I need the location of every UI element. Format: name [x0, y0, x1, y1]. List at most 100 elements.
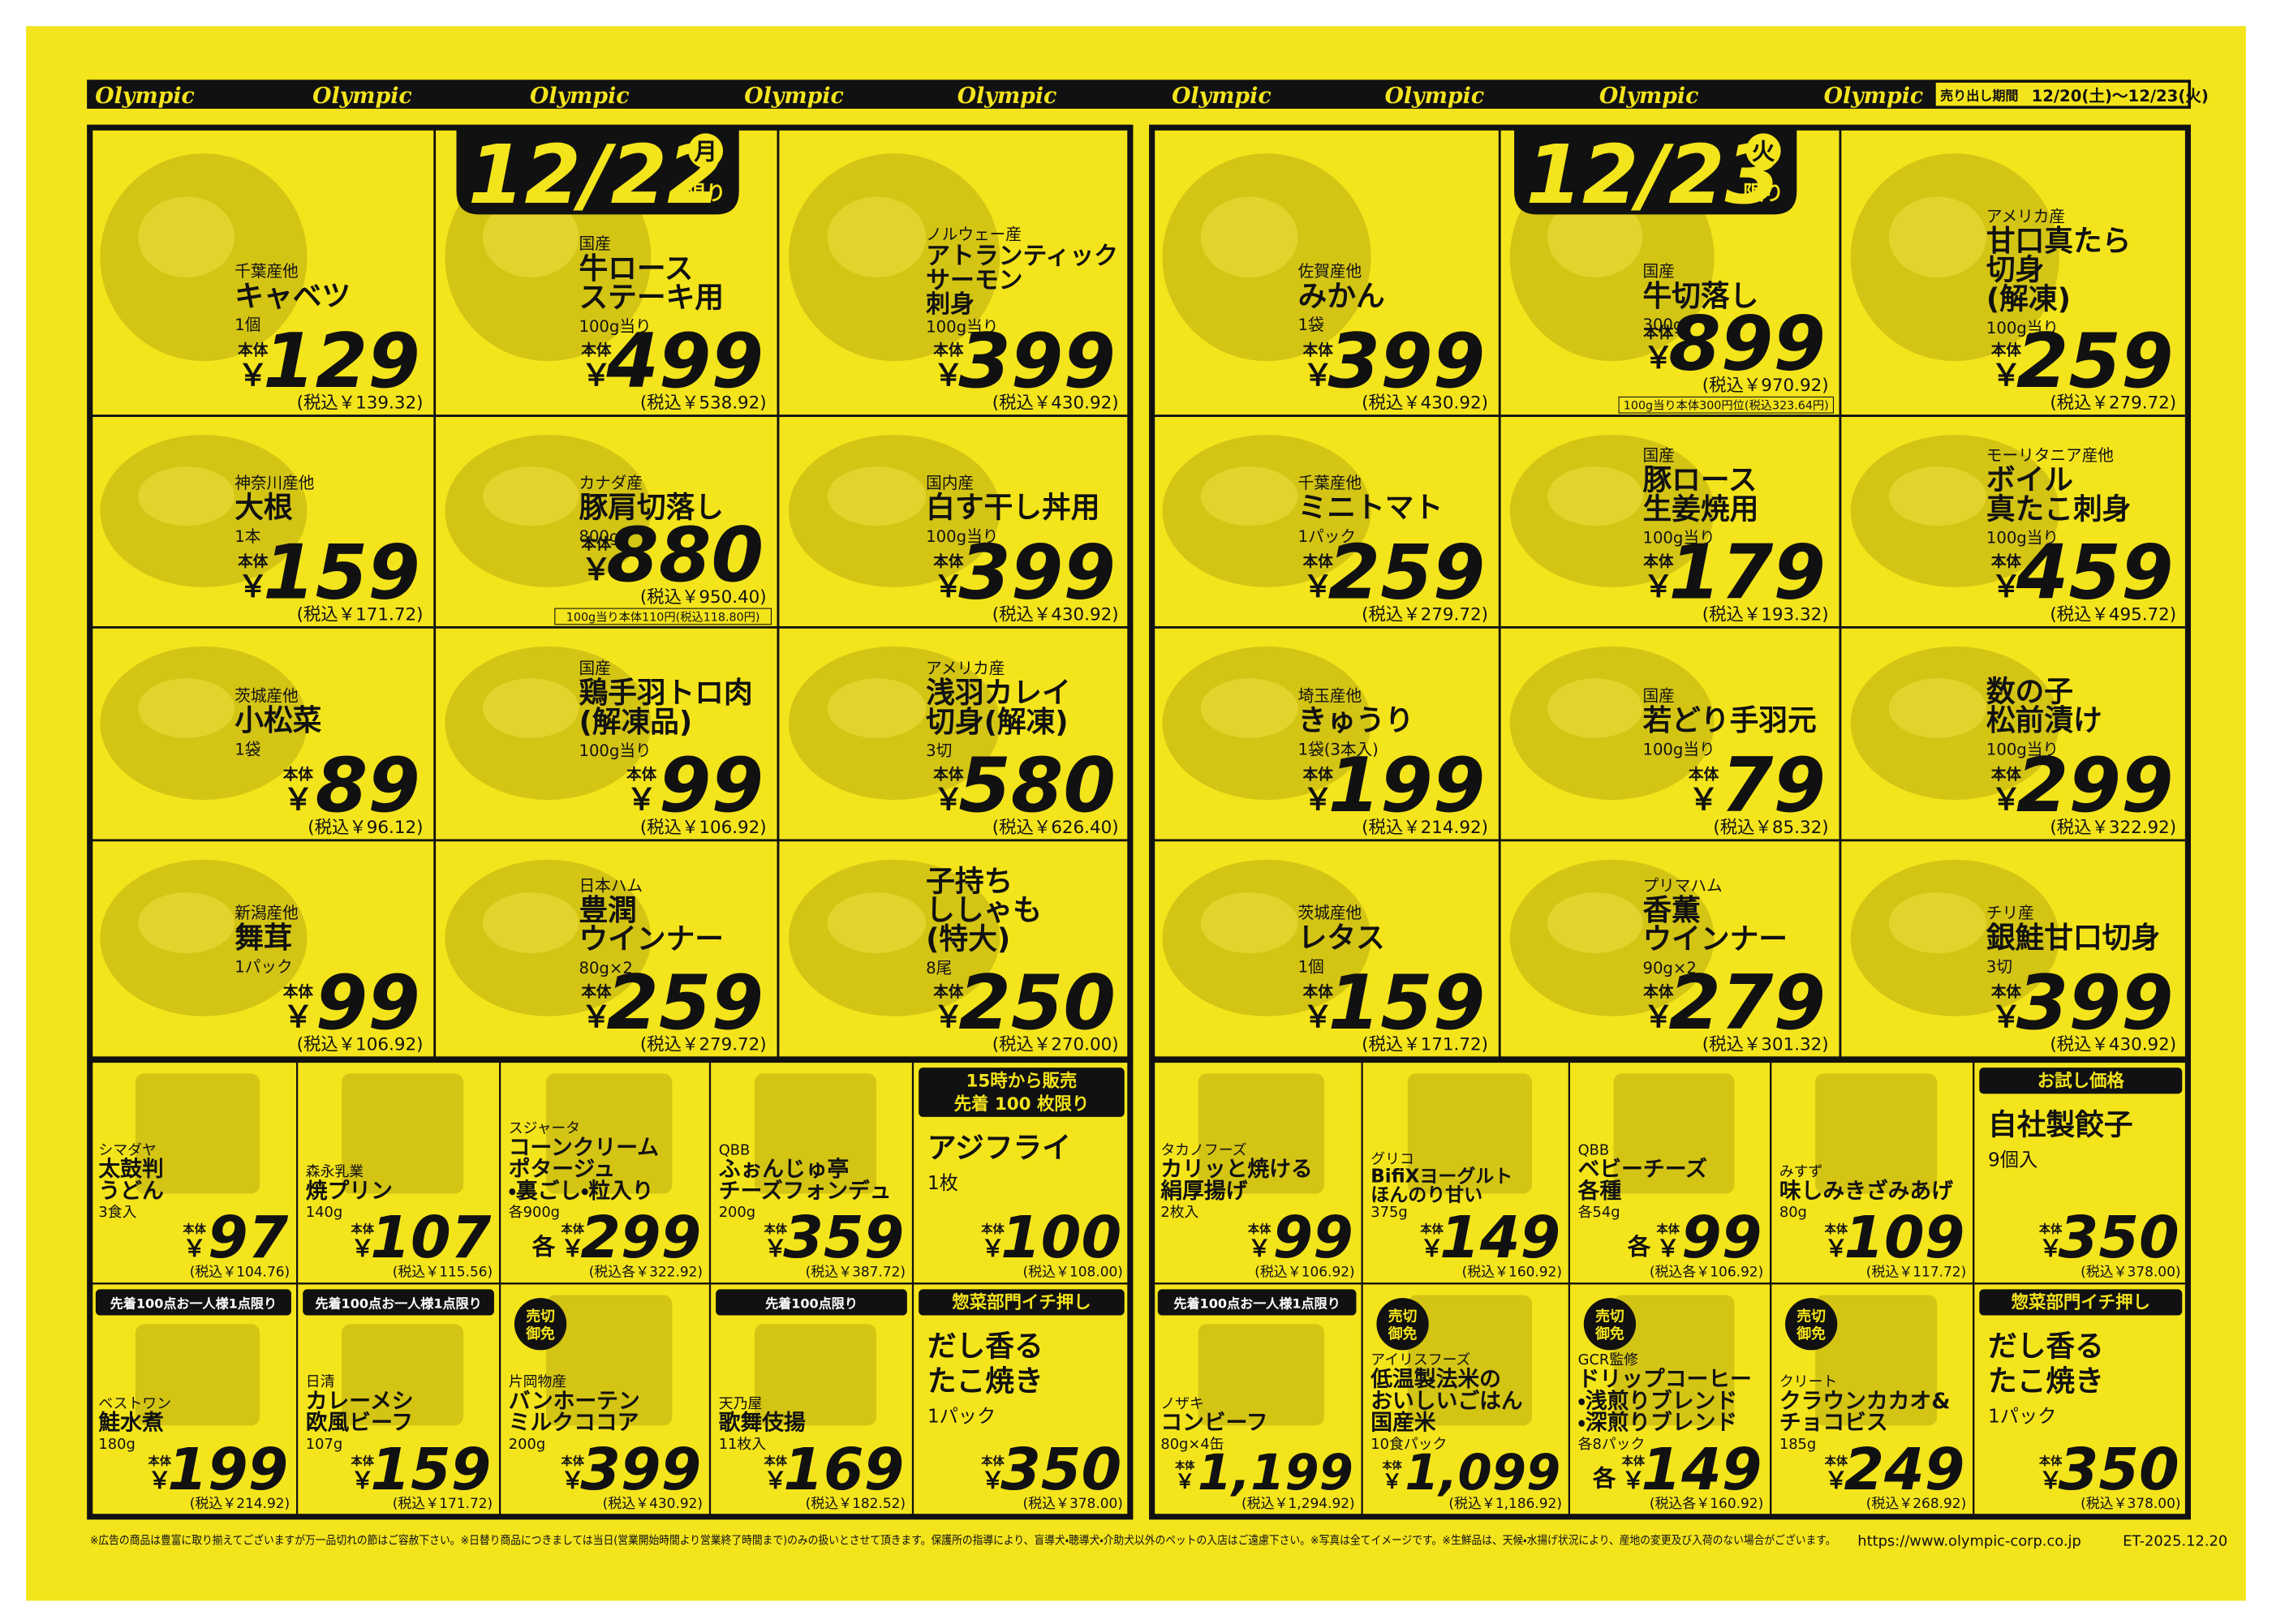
- product-name: 豚肩切落し: [579, 492, 724, 525]
- maker: ノザキ: [1160, 1395, 1204, 1412]
- tax-price: (税込￥182.52): [806, 1495, 906, 1511]
- price: 169: [783, 1436, 904, 1503]
- product-photo-highlight: [1888, 466, 1986, 526]
- product-name: 数の子: [1986, 675, 2073, 708]
- product-name: 低温製法米の: [1370, 1367, 1501, 1392]
- footer-code: ET-2025.12.20: [2123, 1532, 2227, 1549]
- quantity: 800g: [579, 527, 619, 546]
- product-name: ・裏ごし・粒入り: [509, 1178, 654, 1204]
- product-name: 甘口真たら: [1986, 225, 2132, 258]
- yen-sign: ￥: [283, 999, 313, 1034]
- product-name: アジフライ: [927, 1132, 1071, 1165]
- yen-sign: ￥: [1643, 569, 1673, 604]
- yen-sign: ￥: [1991, 999, 2021, 1034]
- price: 299: [2016, 741, 2174, 829]
- yen-sign: ￥: [1991, 569, 2021, 604]
- product-photo-highlight: [482, 196, 579, 278]
- quantity: 100g当り: [1642, 740, 1715, 758]
- product-name: 歌舞伎揚: [719, 1411, 806, 1436]
- yen-sign: ￥: [1825, 1235, 1848, 1262]
- price: 99: [659, 741, 764, 829]
- product-photo: [546, 1295, 673, 1426]
- tax-price: (税込￥139.32): [297, 393, 424, 414]
- product-name: クラウンカカオ&: [1779, 1389, 1951, 1414]
- price: 129: [263, 317, 420, 405]
- tax-price: (税込￥270.00): [992, 1035, 1119, 1055]
- sold-out-badge-text: 御免: [525, 1325, 555, 1343]
- promo-tag-text: 先着100点お一人様1点限り: [315, 1296, 481, 1312]
- price: 399: [958, 529, 1116, 617]
- tax-price: (税込￥495.72): [2050, 604, 2176, 625]
- quantity: 300g: [1642, 316, 1683, 334]
- quantity: 180g: [98, 1436, 135, 1453]
- origin: 埼玉産他: [1298, 686, 1362, 705]
- quantity: 各900g: [509, 1204, 560, 1221]
- price-base-label: 本体: [763, 1454, 787, 1468]
- yen-sign: ￥: [1303, 358, 1333, 393]
- each-label: 各: [1592, 1464, 1616, 1492]
- yen-sign: ￥: [1420, 1235, 1444, 1262]
- product-name: ポタージュ: [509, 1157, 615, 1182]
- price-base-label: 本体: [1824, 1222, 1848, 1236]
- product-name: たこ焼き: [927, 1364, 1043, 1398]
- price-base-label: 本体: [1381, 1459, 1402, 1471]
- period-box: [1935, 82, 2188, 106]
- tax-price: (税込￥160.92): [1462, 1263, 1562, 1279]
- quantity: 1パック: [1298, 527, 1356, 546]
- price-base-label: 本体: [1302, 553, 1334, 571]
- quantity: 107g: [306, 1436, 342, 1453]
- price: 179: [1668, 529, 1826, 617]
- yen-sign: ￥: [1248, 1235, 1272, 1262]
- brand-logo: Olympic: [1172, 84, 1272, 109]
- promo-tag: [1979, 1068, 2183, 1094]
- product-photo: [342, 1324, 464, 1426]
- brand-logo: Olympic: [1824, 84, 1924, 109]
- maker: 森永乳業: [306, 1163, 364, 1180]
- price: 250: [958, 959, 1116, 1046]
- tax-price: (税込￥387.72): [806, 1263, 906, 1279]
- date-tab: [1514, 127, 1797, 215]
- product-name: ウインナー: [1642, 923, 1788, 956]
- product-name: チョコビス: [1779, 1411, 1888, 1436]
- origin: 国内産: [926, 474, 974, 492]
- quantity: 80g: [1779, 1204, 1807, 1221]
- price: 1,099: [1405, 1445, 1560, 1502]
- each-label: 各: [1627, 1233, 1651, 1261]
- origin: 国産: [1642, 446, 1674, 465]
- maker: 片岡物産: [509, 1373, 566, 1390]
- product-name: ほんのり甘い: [1371, 1185, 1482, 1206]
- product-photo-highlight: [1200, 678, 1298, 738]
- price-base-label: 本体: [1990, 766, 2022, 784]
- price: 279: [1668, 959, 1826, 1046]
- sold-out-badge-text: 御免: [1796, 1325, 1826, 1343]
- yen-sign: ￥: [561, 1466, 584, 1493]
- tax-price: (税込￥171.72): [297, 604, 424, 625]
- maker: シマダヤ: [98, 1141, 156, 1158]
- price-base-label: 本体: [148, 1454, 172, 1468]
- product-name: 白す干し丼用: [926, 492, 1099, 525]
- unit-note-box: [1618, 396, 1835, 414]
- product-photo: [342, 1073, 464, 1194]
- price: 399: [1328, 317, 1486, 405]
- price: 899: [1668, 299, 1826, 387]
- product-name: (特大): [926, 923, 1010, 956]
- quantity: 100g当り: [926, 527, 998, 546]
- quantity: 9個入: [1988, 1149, 2037, 1171]
- product-photo: [1815, 1295, 1938, 1426]
- price: 580: [958, 741, 1116, 829]
- product-name: 国産米: [1371, 1411, 1436, 1436]
- yen-sign: ￥: [626, 782, 656, 817]
- yen-sign: ￥: [2039, 1235, 2063, 1262]
- price: 259: [1328, 529, 1486, 617]
- origin: 国産: [1642, 262, 1674, 281]
- tax-price: (税込￥279.72): [2050, 393, 2176, 414]
- product-name: カリッと焼ける: [1160, 1157, 1312, 1182]
- tax-price: (税込￥279.72): [1362, 604, 1488, 625]
- price-base-label: 本体: [626, 766, 657, 784]
- price: 109: [1844, 1204, 1964, 1271]
- tax-price: (税込￥322.92): [2050, 818, 2176, 838]
- yen-sign: ￥: [351, 1466, 374, 1493]
- product-name: 生姜焼用: [1642, 492, 1758, 526]
- quantity: 80g×2: [579, 959, 632, 977]
